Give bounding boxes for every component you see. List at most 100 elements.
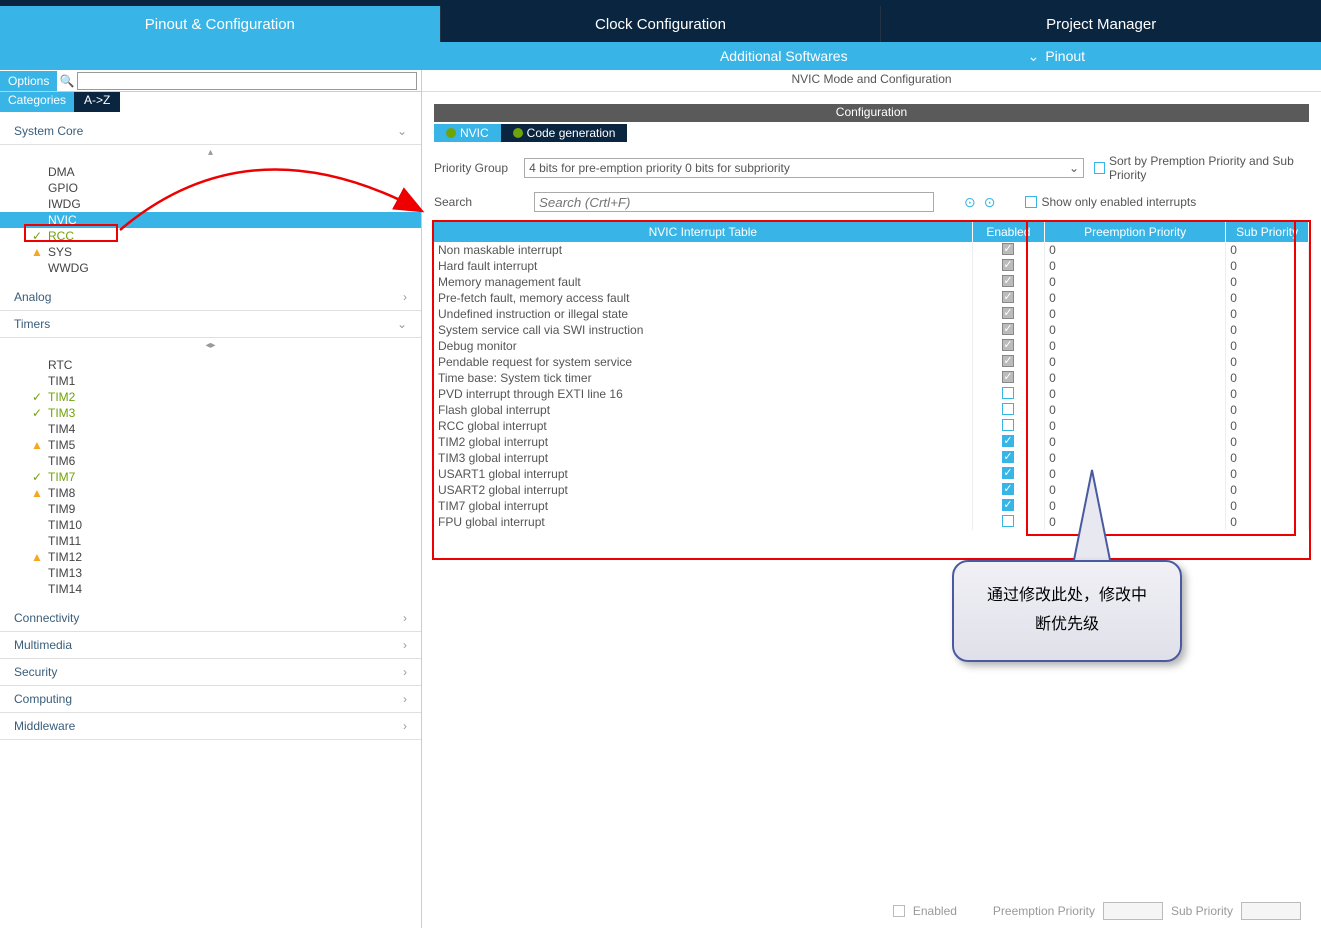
table-row[interactable]: USART1 global interrupt00: [434, 466, 1309, 482]
preemption-priority-cell[interactable]: 0: [1045, 258, 1226, 274]
enabled-cell[interactable]: [972, 482, 1044, 498]
preemption-priority-cell[interactable]: 0: [1045, 274, 1226, 290]
preemption-priority-cell[interactable]: 0: [1045, 466, 1226, 482]
preemption-priority-cell[interactable]: 0: [1045, 434, 1226, 450]
table-row[interactable]: RCC global interrupt00: [434, 418, 1309, 434]
section-system-core[interactable]: System Core ⌄: [0, 118, 421, 145]
tab-code-generation[interactable]: Code generation: [501, 124, 628, 142]
preemption-priority-cell[interactable]: 0: [1045, 290, 1226, 306]
tree-item-tim12[interactable]: ▲TIM12: [0, 549, 421, 565]
table-row[interactable]: TIM3 global interrupt00: [434, 450, 1309, 466]
enabled-cell[interactable]: [972, 386, 1044, 402]
search-prev-icon[interactable]: ⊙: [964, 194, 976, 211]
tree-item-rcc[interactable]: ✓RCC: [0, 228, 421, 244]
sub-priority-cell[interactable]: 0: [1226, 418, 1309, 434]
preemption-priority-cell[interactable]: 0: [1045, 386, 1226, 402]
tree-item-wwdg[interactable]: WWDG: [0, 260, 421, 276]
sub-priority-cell[interactable]: 0: [1226, 514, 1309, 530]
preemption-priority-cell[interactable]: 0: [1045, 242, 1226, 258]
preemption-priority-cell[interactable]: 0: [1045, 322, 1226, 338]
sub-priority-cell[interactable]: 0: [1226, 370, 1309, 386]
table-row[interactable]: System service call via SWI instruction0…: [434, 322, 1309, 338]
col-interrupt-name[interactable]: NVIC Interrupt Table: [434, 222, 972, 242]
sub-priority-cell[interactable]: 0: [1226, 306, 1309, 322]
enabled-cell[interactable]: [972, 450, 1044, 466]
preemption-priority-cell[interactable]: 0: [1045, 450, 1226, 466]
tree-item-tim5[interactable]: ▲TIM5: [0, 437, 421, 453]
col-subpriority[interactable]: Sub Priority: [1226, 222, 1309, 242]
tab-pinout-config[interactable]: Pinout & Configuration: [0, 6, 440, 42]
enabled-cell[interactable]: [972, 434, 1044, 450]
section-timers[interactable]: Timers ⌄: [0, 311, 421, 338]
section-analog[interactable]: Analog ›: [0, 284, 421, 311]
tree-item-tim2[interactable]: ✓TIM2: [0, 389, 421, 405]
tree-item-rtc[interactable]: RTC: [0, 357, 421, 373]
enabled-cell[interactable]: [972, 258, 1044, 274]
sub-priority-cell[interactable]: 0: [1226, 402, 1309, 418]
tree-item-tim11[interactable]: TIM11: [0, 533, 421, 549]
section-connectivity[interactable]: Connectivity ›: [0, 605, 421, 632]
sub-priority-cell[interactable]: 0: [1226, 498, 1309, 514]
tab-nvic[interactable]: NVIC: [434, 124, 501, 142]
tree-item-tim6[interactable]: TIM6: [0, 453, 421, 469]
tree-item-gpio[interactable]: GPIO: [0, 180, 421, 196]
col-preemption[interactable]: Preemption Priority: [1045, 222, 1226, 242]
tree-item-iwdg[interactable]: IWDG: [0, 196, 421, 212]
search-icon[interactable]: 🔍: [57, 74, 77, 88]
tree-item-sys[interactable]: ▲SYS: [0, 244, 421, 260]
enabled-cell[interactable]: [972, 402, 1044, 418]
table-row[interactable]: Undefined instruction or illegal state00: [434, 306, 1309, 322]
tree-item-tim1[interactable]: TIM1: [0, 373, 421, 389]
enabled-cell[interactable]: [972, 498, 1044, 514]
table-row[interactable]: PVD interrupt through EXTI line 1600: [434, 386, 1309, 402]
tab-project-manager[interactable]: Project Manager: [880, 6, 1321, 42]
table-row[interactable]: Non maskable interrupt00: [434, 242, 1309, 258]
table-row[interactable]: Hard fault interrupt00: [434, 258, 1309, 274]
tree-item-tim13[interactable]: TIM13: [0, 565, 421, 581]
sub-priority-cell[interactable]: 0: [1226, 434, 1309, 450]
section-security[interactable]: Security ›: [0, 659, 421, 686]
sub-priority-cell[interactable]: 0: [1226, 322, 1309, 338]
additional-softwares-link[interactable]: Additional Softwares: [720, 48, 848, 65]
preemption-priority-cell[interactable]: 0: [1045, 482, 1226, 498]
enabled-cell[interactable]: [972, 242, 1044, 258]
interrupt-search-input[interactable]: [534, 192, 934, 212]
tree-item-tim8[interactable]: ▲TIM8: [0, 485, 421, 501]
preemption-priority-cell[interactable]: 0: [1045, 402, 1226, 418]
section-middleware[interactable]: Middleware ›: [0, 713, 421, 740]
preemption-priority-cell[interactable]: 0: [1045, 498, 1226, 514]
categories-button[interactable]: Categories: [0, 92, 74, 112]
table-row[interactable]: Time base: System tick timer00: [434, 370, 1309, 386]
section-multimedia[interactable]: Multimedia ›: [0, 632, 421, 659]
sub-priority-cell[interactable]: 0: [1226, 258, 1309, 274]
collapse-handle-icon[interactable]: ◂▸: [0, 338, 421, 353]
az-button[interactable]: A->Z: [74, 92, 120, 112]
enabled-cell[interactable]: [972, 322, 1044, 338]
tab-clock-config[interactable]: Clock Configuration: [440, 6, 881, 42]
sub-priority-cell[interactable]: 0: [1226, 242, 1309, 258]
table-row[interactable]: Memory management fault00: [434, 274, 1309, 290]
sub-priority-cell[interactable]: 0: [1226, 466, 1309, 482]
collapse-handle-icon[interactable]: ▴: [0, 145, 421, 160]
pinout-dropdown[interactable]: ⌄ Pinout: [1028, 48, 1085, 65]
table-row[interactable]: FPU global interrupt00: [434, 514, 1309, 530]
enabled-cell[interactable]: [972, 338, 1044, 354]
table-row[interactable]: TIM7 global interrupt00: [434, 498, 1309, 514]
sub-priority-cell[interactable]: 0: [1226, 338, 1309, 354]
section-computing[interactable]: Computing ›: [0, 686, 421, 713]
search-next-icon[interactable]: ⊙: [984, 194, 996, 211]
tree-item-tim9[interactable]: TIM9: [0, 501, 421, 517]
tree-item-tim10[interactable]: TIM10: [0, 517, 421, 533]
preemption-priority-cell[interactable]: 0: [1045, 418, 1226, 434]
sidebar-search-input[interactable]: [77, 72, 417, 90]
table-row[interactable]: Pre-fetch fault, memory access fault00: [434, 290, 1309, 306]
enabled-cell[interactable]: [972, 418, 1044, 434]
sub-priority-cell[interactable]: 0: [1226, 290, 1309, 306]
options-button[interactable]: Options: [0, 71, 57, 91]
sub-priority-cell[interactable]: 0: [1226, 354, 1309, 370]
priority-group-select[interactable]: 4 bits for pre-emption priority 0 bits f…: [524, 158, 1084, 178]
preemption-priority-cell[interactable]: 0: [1045, 306, 1226, 322]
show-enabled-checkbox[interactable]: Show only enabled interrupts: [1025, 195, 1196, 209]
preemption-priority-cell[interactable]: 0: [1045, 354, 1226, 370]
enabled-cell[interactable]: [972, 354, 1044, 370]
